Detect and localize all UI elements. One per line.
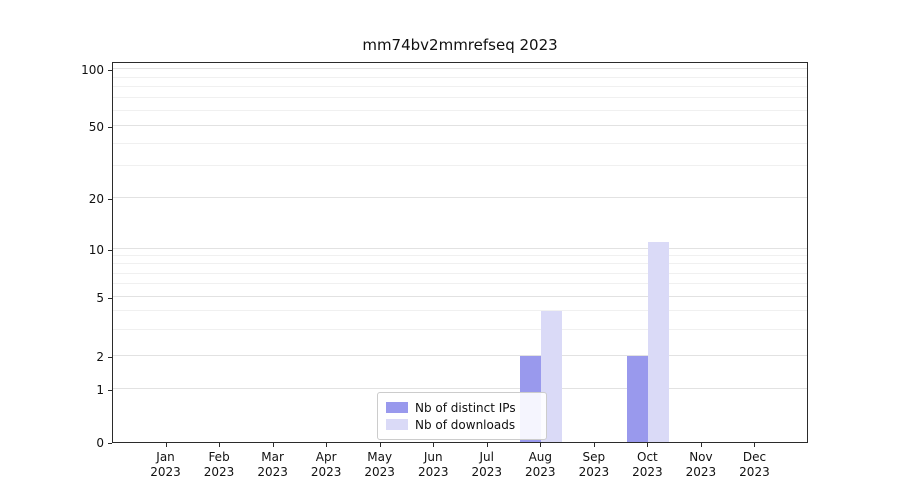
legend-swatch-downloads-icon [386, 419, 408, 430]
gridline-major [113, 354, 807, 356]
gridline-major [113, 388, 807, 390]
x-tick-label: Sep 2023 [578, 450, 610, 479]
x-tick-mark [647, 443, 649, 447]
x-tick-label: May 2023 [364, 450, 395, 479]
gridline-minor [113, 110, 807, 112]
x-tick-mark [165, 443, 167, 447]
gridline-minor [113, 272, 807, 274]
gridline-minor [113, 165, 807, 167]
x-tick-label: Mar 2023 [257, 450, 288, 479]
y-tick-mark [108, 199, 112, 201]
gridline-major [113, 247, 807, 249]
legend-label-distinct-ips: Nb of distinct IPs [415, 400, 516, 415]
x-tick-mark [700, 443, 702, 447]
y-tick-mark [108, 249, 112, 251]
legend-swatch-distinct-ips-icon [386, 402, 408, 413]
x-tick-label: Jan 2023 [150, 450, 181, 479]
x-tick-mark [486, 443, 488, 447]
gridline-minor [113, 255, 807, 257]
x-tick-mark [593, 443, 595, 447]
gridline-minor [113, 142, 807, 144]
gridline-minor [113, 328, 807, 330]
y-tick-label: 50 [88, 120, 104, 135]
bar-downloads [648, 241, 670, 442]
y-tick-label: 10 [88, 242, 104, 257]
gridline-minor [113, 97, 807, 99]
x-tick-label: Apr 2023 [310, 450, 342, 479]
y-tick-mark [108, 443, 112, 444]
y-tick-mark [108, 297, 112, 299]
legend-item-downloads: Nb of downloads [386, 416, 538, 433]
plot-area: Nb of distinct IPs Nb of downloads [112, 62, 808, 443]
gridline-minor [113, 310, 807, 312]
y-tick-label: 0 [96, 436, 104, 450]
gridline-major [113, 197, 807, 199]
gridline-minor [113, 86, 807, 88]
bar-distinct-ips [627, 355, 649, 442]
x-tick-label: Dec 2023 [739, 450, 770, 479]
gridline-minor [113, 76, 807, 78]
x-tick-label: Feb 2023 [203, 450, 235, 479]
x-tick-mark [272, 443, 274, 447]
gridline-minor [113, 263, 807, 265]
x-tick-mark [379, 443, 381, 447]
x-tick-mark [326, 443, 328, 447]
chart-title: mm74bv2mmrefseq 2023 [362, 36, 558, 54]
x-tick-mark [754, 443, 756, 447]
y-tick-mark [108, 127, 112, 129]
gridline-minor [113, 283, 807, 285]
x-tick-mark [433, 443, 435, 447]
y-tick-mark [108, 390, 112, 392]
x-tick-label: Jul 2023 [471, 450, 503, 479]
x-tick-label: Aug 2023 [525, 450, 556, 479]
x-tick-label: Oct 2023 [632, 450, 663, 479]
gridline-major [113, 68, 807, 70]
x-tick-label: Jun 2023 [417, 450, 449, 479]
y-tick-label: 5 [96, 290, 104, 305]
y-tick-label: 2 [96, 349, 104, 364]
y-tick-mark [108, 356, 112, 358]
y-tick-mark [108, 70, 112, 71]
y-tick-label: 100 [81, 63, 104, 77]
y-tick-label: 1 [96, 383, 104, 398]
legend-label-downloads: Nb of downloads [415, 417, 516, 432]
x-tick-label: Nov 2023 [685, 450, 717, 479]
legend: Nb of distinct IPs Nb of downloads [377, 392, 547, 440]
legend-item-distinct-ips: Nb of distinct IPs [386, 399, 538, 416]
gridline-major [113, 295, 807, 297]
x-tick-mark [219, 443, 221, 447]
y-tick-label: 20 [88, 192, 104, 207]
gridline-major [113, 125, 807, 127]
x-tick-mark [540, 443, 542, 447]
